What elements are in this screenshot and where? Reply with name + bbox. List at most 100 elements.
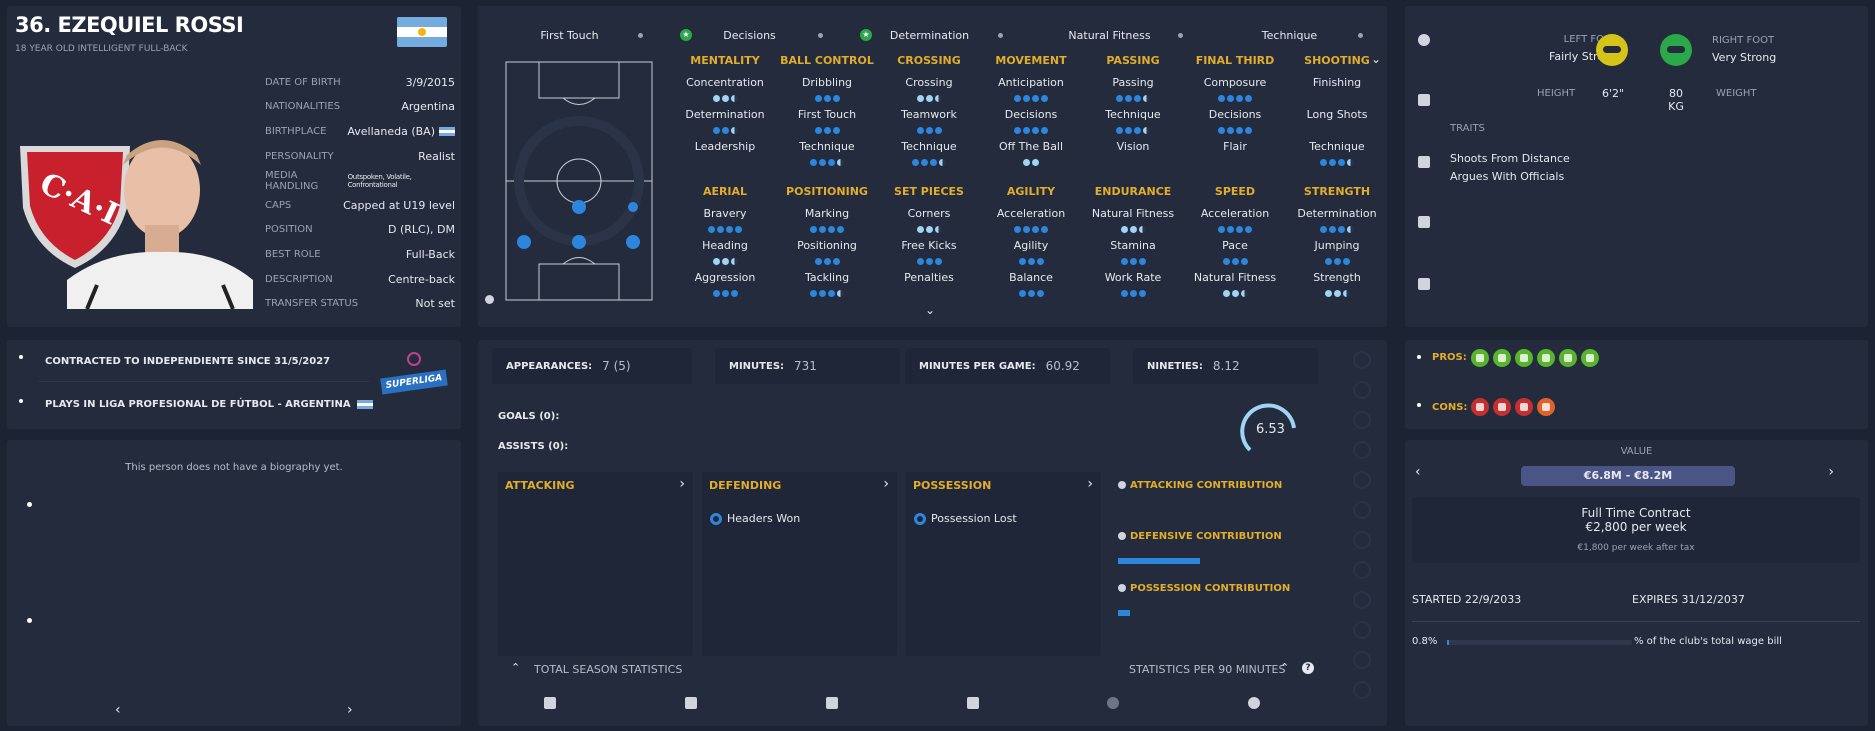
rail-icon[interactable] bbox=[1353, 681, 1371, 699]
attribute-item[interactable]: Determination bbox=[675, 108, 775, 140]
chevron-right-icon[interactable]: › bbox=[1087, 476, 1093, 492]
attribute-item[interactable]: Positioning bbox=[777, 239, 877, 271]
goals-label[interactable]: GOALS (0): bbox=[498, 411, 560, 422]
con-badge-icon[interactable] bbox=[1515, 398, 1533, 416]
value-range-pill[interactable]: €6.8M - €8.2M bbox=[1521, 466, 1735, 486]
collapse-chevron-icon[interactable]: ⌃ bbox=[1280, 661, 1290, 674]
statistics-per-90-toggle[interactable]: STATISTICS PER 90 MINUTES bbox=[1129, 663, 1286, 676]
chevron-right-icon[interactable]: › bbox=[883, 476, 889, 492]
next-arrow-icon[interactable]: › bbox=[347, 702, 353, 718]
attribute-item[interactable]: Technique bbox=[777, 140, 877, 172]
rail-icon[interactable] bbox=[1353, 651, 1371, 669]
attribute-item[interactable]: Dribbling bbox=[777, 76, 877, 108]
attribute-item[interactable]: Acceleration bbox=[981, 207, 1081, 239]
expand-chevron-icon[interactable]: ⌄ bbox=[1371, 52, 1382, 66]
rail-icon[interactable] bbox=[1353, 621, 1371, 639]
pro-badge-icon[interactable] bbox=[1559, 349, 1577, 367]
ball-icon[interactable] bbox=[1107, 697, 1119, 709]
league-link[interactable]: PLAYS IN LIGA PROFESIONAL DE FÚTBOL - AR… bbox=[45, 399, 351, 410]
pro-badge-icon[interactable] bbox=[1493, 349, 1511, 367]
chevron-right-icon[interactable]: › bbox=[679, 476, 685, 492]
help-icon[interactable]: ? bbox=[1302, 662, 1314, 674]
collapse-chevron-icon[interactable]: ⌃ bbox=[511, 661, 521, 674]
details-value[interactable]: Full-Back bbox=[405, 247, 455, 261]
pro-badge-icon[interactable] bbox=[1537, 349, 1555, 367]
attribute-item[interactable]: Marking bbox=[777, 207, 877, 239]
attribute-item[interactable]: Leadership bbox=[675, 140, 775, 172]
attribute-item[interactable]: Work Rate bbox=[1083, 271, 1183, 303]
attribute-item[interactable]: Heading bbox=[675, 239, 775, 271]
attribute-item[interactable]: Balance bbox=[981, 271, 1081, 303]
attribute-item[interactable]: Jumping bbox=[1287, 239, 1387, 271]
con-badge-icon[interactable] bbox=[1537, 398, 1555, 416]
possession-header[interactable]: POSSESSION bbox=[913, 479, 992, 492]
attribute-item[interactable]: Natural Fitness bbox=[1185, 271, 1285, 303]
attribute-item[interactable]: Vision bbox=[1083, 140, 1183, 172]
attacking-header[interactable]: ATTACKING bbox=[505, 479, 575, 492]
rail-icon[interactable] bbox=[1353, 471, 1371, 489]
contract-link[interactable]: CONTRACTED TO INDEPENDIENTE SINCE 31/5/2… bbox=[45, 356, 331, 367]
attribute-item[interactable]: Pace bbox=[1185, 239, 1285, 271]
pro-badge-icon[interactable] bbox=[1581, 349, 1599, 367]
attribute-item[interactable]: First Touch bbox=[777, 108, 877, 140]
attribute-item[interactable]: Composure bbox=[1185, 76, 1285, 108]
assists-label[interactable]: ASSISTS (0): bbox=[498, 441, 569, 452]
possession-lost-item[interactable]: Possession Lost bbox=[931, 512, 1017, 525]
rail-icon[interactable] bbox=[1353, 441, 1371, 459]
league-logo[interactable]: SUPERLIGA bbox=[379, 350, 449, 420]
medical-kit-icon[interactable] bbox=[1418, 278, 1430, 290]
attribute-item[interactable]: Tackling bbox=[777, 271, 877, 303]
attribute-item[interactable]: Decisions bbox=[981, 108, 1081, 140]
scroll-down-chevron-icon[interactable]: ⌄ bbox=[925, 303, 936, 317]
attribute-item[interactable]: Bravery bbox=[675, 207, 775, 239]
info-icon[interactable] bbox=[1118, 481, 1126, 489]
details-value[interactable]: Argentina bbox=[401, 100, 455, 114]
rail-icon[interactable] bbox=[1353, 351, 1371, 369]
attribute-item[interactable]: Aggression bbox=[675, 271, 775, 303]
tab-first-touch[interactable]: First Touch bbox=[492, 16, 647, 54]
attribute-item[interactable]: Penalties bbox=[879, 271, 979, 303]
info-icon[interactable] bbox=[1418, 34, 1430, 46]
rail-icon[interactable] bbox=[1353, 591, 1371, 609]
trait-item[interactable]: Shoots From Distance bbox=[1450, 152, 1570, 165]
document-icon[interactable] bbox=[685, 697, 697, 709]
attribute-item[interactable]: Corners bbox=[879, 207, 979, 239]
attribute-item[interactable]: Finishing bbox=[1287, 76, 1387, 108]
previous-arrow-icon[interactable]: ‹ bbox=[115, 702, 121, 718]
attribute-item[interactable]: Technique bbox=[879, 140, 979, 172]
details-value[interactable]: Not set bbox=[415, 297, 455, 311]
attribute-item[interactable]: Determination bbox=[1287, 207, 1387, 239]
tab-decisions[interactable]: ★ Decisions bbox=[672, 16, 827, 54]
attribute-item[interactable]: Long Shots bbox=[1287, 108, 1387, 140]
rail-icon[interactable] bbox=[1353, 411, 1371, 429]
attribute-item[interactable]: Flair bbox=[1185, 140, 1285, 172]
rail-icon[interactable] bbox=[1353, 501, 1371, 519]
attribute-item[interactable]: Decisions bbox=[1185, 108, 1285, 140]
attribute-item[interactable]: Technique bbox=[1083, 108, 1183, 140]
details-value[interactable]: Avellaneda (BA) bbox=[347, 124, 435, 138]
headers-won-item[interactable]: Headers Won bbox=[727, 512, 801, 525]
attribute-item[interactable]: Passing bbox=[1083, 76, 1183, 108]
info-icon[interactable] bbox=[1118, 532, 1126, 540]
attribute-item[interactable]: Teamwork bbox=[879, 108, 979, 140]
tab-technique[interactable]: Technique bbox=[1212, 16, 1367, 54]
total-season-statistics-toggle[interactable]: TOTAL SEASON STATISTICS bbox=[534, 663, 683, 676]
pro-badge-icon[interactable] bbox=[1471, 349, 1489, 367]
attribute-item[interactable]: Crossing bbox=[879, 76, 979, 108]
info-icon[interactable] bbox=[1118, 584, 1126, 592]
plant-icon[interactable] bbox=[1418, 94, 1430, 106]
pro-badge-icon[interactable] bbox=[1515, 349, 1533, 367]
defending-header[interactable]: DEFENDING bbox=[709, 479, 782, 492]
attribute-item[interactable]: Natural Fitness bbox=[1083, 207, 1183, 239]
attribute-item[interactable]: Technique bbox=[1287, 140, 1387, 172]
attribute-item[interactable]: Anticipation bbox=[981, 76, 1081, 108]
rail-icon[interactable] bbox=[1353, 561, 1371, 579]
tab-determination[interactable]: ★ Determination bbox=[852, 16, 1007, 54]
bell-icon[interactable] bbox=[1418, 156, 1430, 168]
attribute-item[interactable]: Agility bbox=[981, 239, 1081, 271]
position-pitch[interactable] bbox=[505, 61, 653, 301]
previous-arrow-icon[interactable]: ‹ bbox=[1415, 464, 1421, 480]
attribute-item[interactable]: Off The Ball bbox=[981, 140, 1081, 172]
info-icon[interactable] bbox=[485, 295, 494, 304]
person-circle-icon[interactable] bbox=[1248, 697, 1260, 709]
